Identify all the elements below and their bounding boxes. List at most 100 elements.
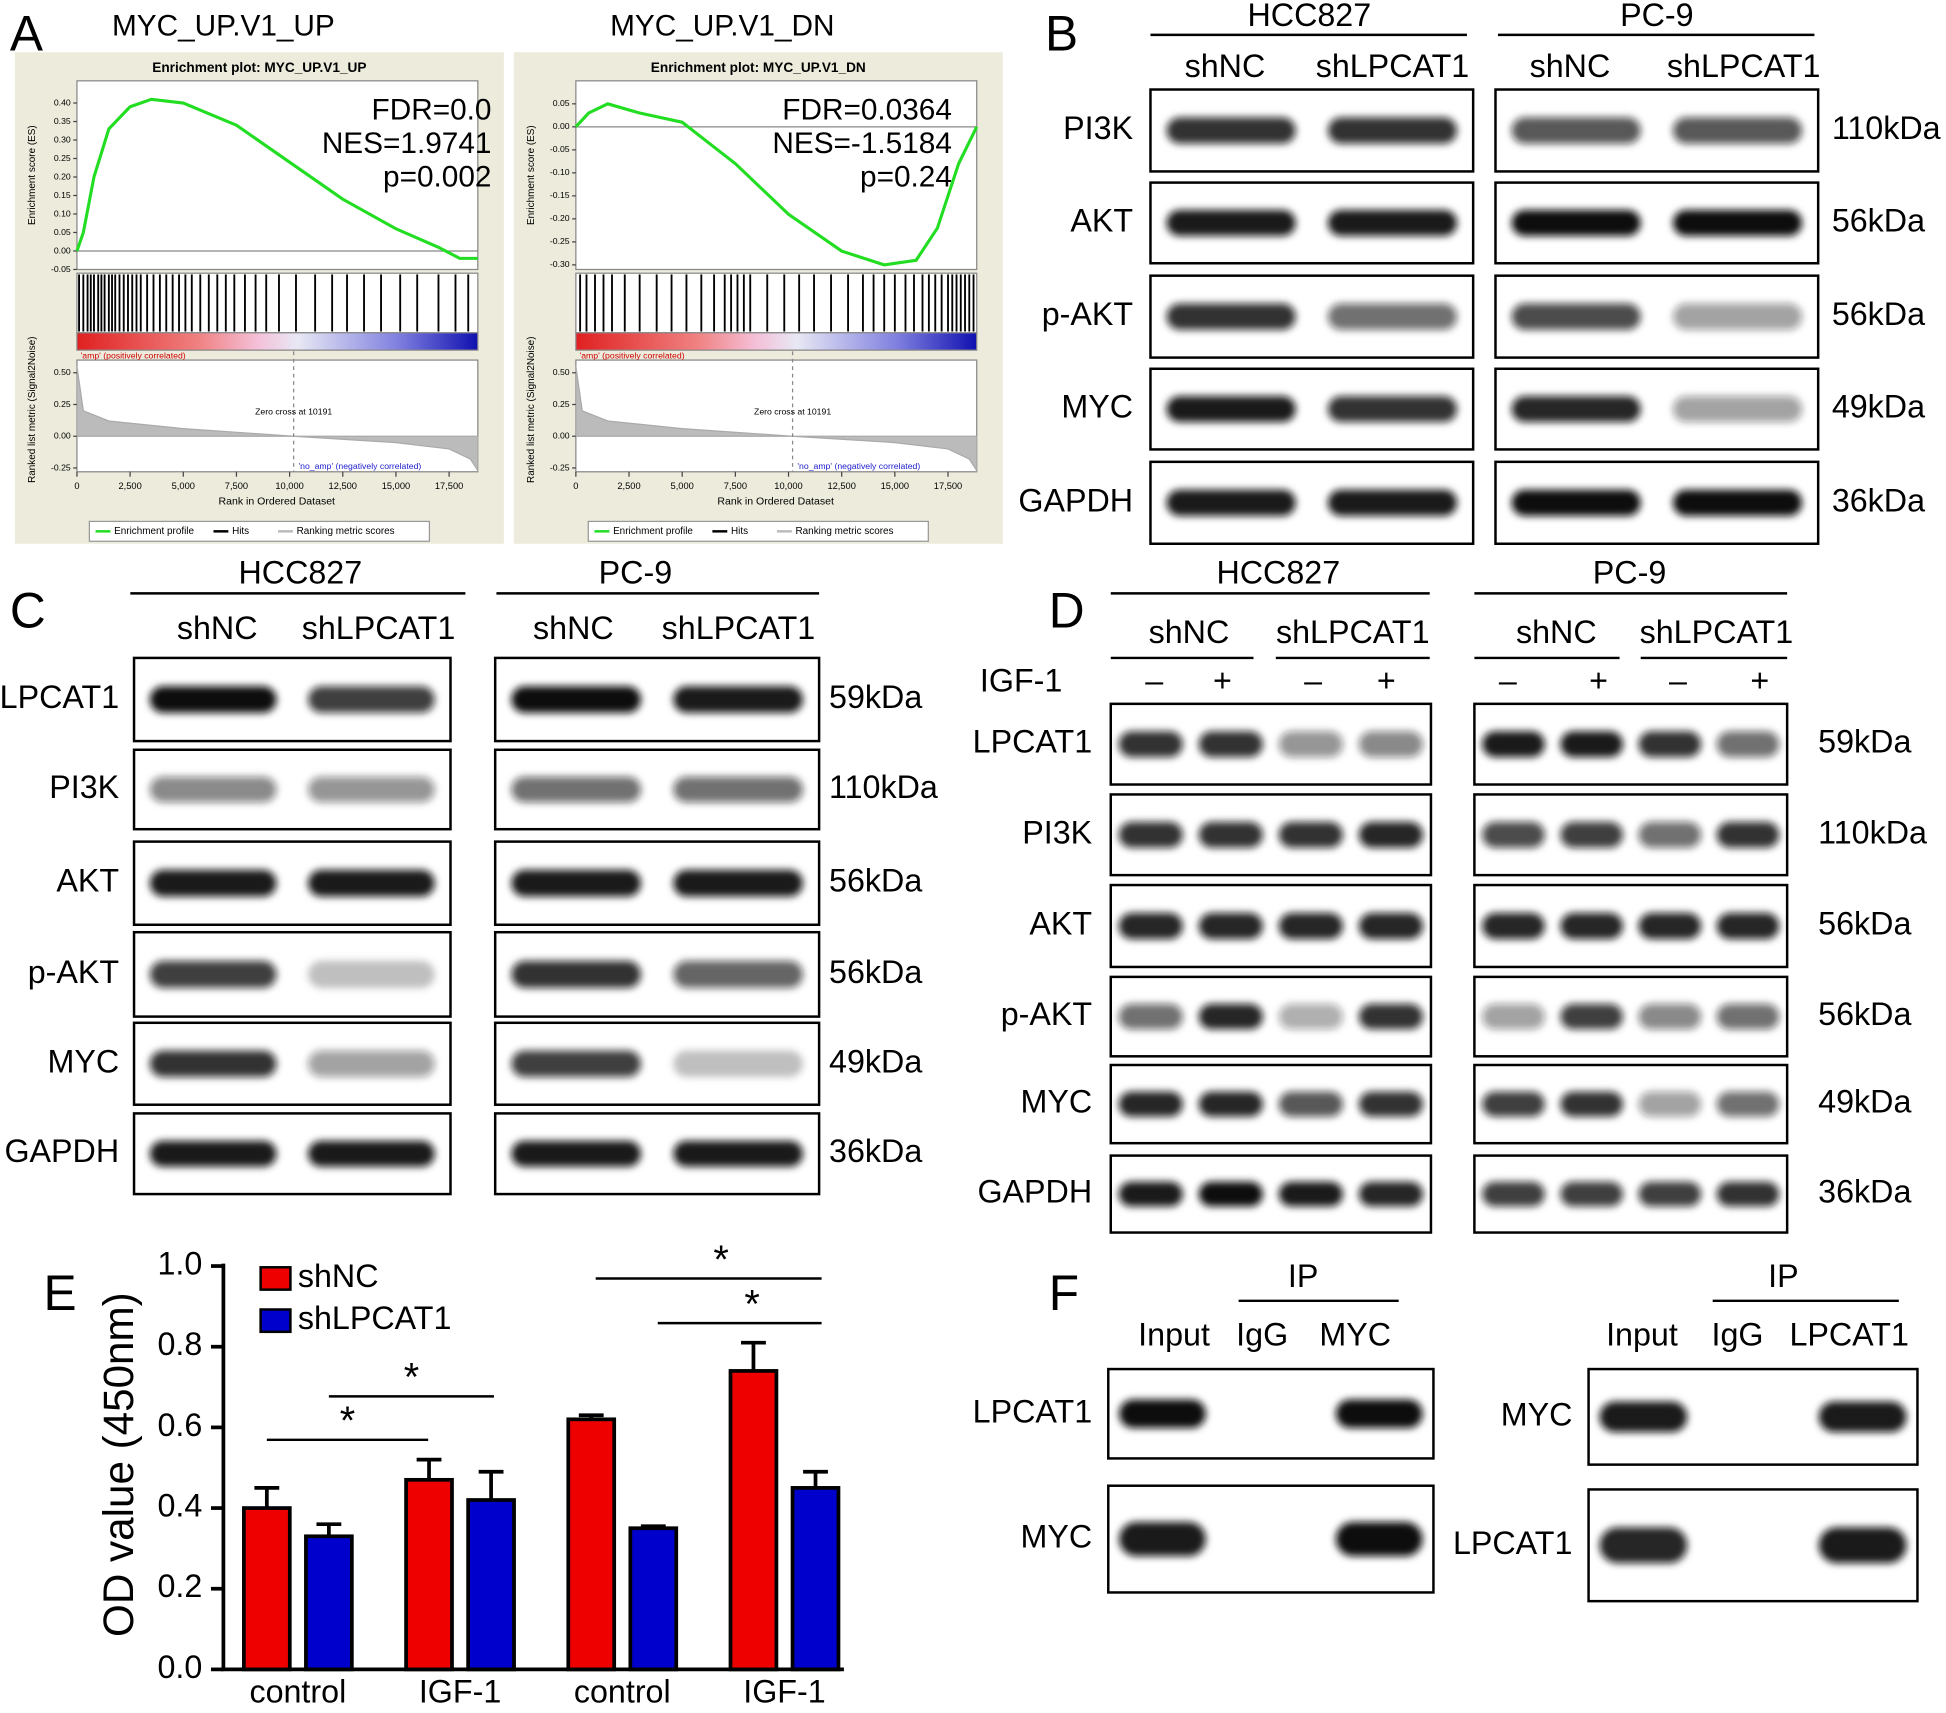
row-label: GAPDH bbox=[977, 1174, 1092, 1210]
significance-mark: * bbox=[744, 1282, 759, 1326]
legend-label: Enrichment profile bbox=[114, 526, 194, 537]
y-tick-label: 0.8 bbox=[157, 1326, 202, 1362]
band bbox=[1638, 821, 1702, 848]
cell-line: HCC827 bbox=[1216, 554, 1340, 590]
band bbox=[1482, 821, 1545, 848]
panel-label: C bbox=[10, 583, 46, 639]
error-bar bbox=[741, 1340, 766, 1371]
row-label: p-AKT bbox=[1042, 296, 1133, 332]
row-label: p-AKT bbox=[1001, 996, 1092, 1032]
column-label: shNC bbox=[533, 610, 614, 646]
band bbox=[1511, 303, 1641, 330]
band bbox=[1638, 731, 1702, 758]
row-label: p-AKT bbox=[28, 954, 119, 990]
plot-title: Enrichment plot: MYC_UP.V1_UP bbox=[152, 60, 366, 75]
row-label: LPCAT1 bbox=[1453, 1525, 1573, 1561]
band bbox=[1716, 1181, 1780, 1207]
band bbox=[308, 776, 435, 803]
band bbox=[1358, 1091, 1423, 1117]
band bbox=[511, 1050, 641, 1077]
pos-label: 'amp' (positively correlated) bbox=[81, 351, 186, 361]
band bbox=[673, 1050, 803, 1077]
size-label: 59kDa bbox=[829, 679, 922, 715]
size-label: 49kDa bbox=[829, 1043, 922, 1079]
band bbox=[1672, 396, 1803, 423]
es-tick-label: -0.10 bbox=[550, 167, 570, 177]
band bbox=[1118, 1003, 1183, 1030]
band bbox=[1335, 1399, 1423, 1429]
rank-color-bar bbox=[575, 332, 978, 351]
legend-label: Enrichment profile bbox=[613, 526, 693, 537]
es-tick-label: 0.20 bbox=[54, 171, 71, 181]
column-label: shNC bbox=[177, 610, 258, 646]
band bbox=[149, 960, 277, 988]
column-label: MYC bbox=[1319, 1316, 1391, 1352]
band bbox=[1599, 1401, 1688, 1433]
es-tick-label: 0.30 bbox=[54, 134, 71, 144]
row-label: AKT bbox=[1029, 906, 1092, 942]
column-label: shNC bbox=[1516, 614, 1597, 650]
panel-label: E bbox=[43, 1265, 76, 1321]
x-axis-label: Rank in Ordered Dataset bbox=[717, 495, 834, 507]
row-label: MYC bbox=[1020, 1519, 1092, 1555]
size-label: 56kDa bbox=[1832, 296, 1925, 332]
enrichment-profile bbox=[75, 97, 478, 260]
es-tick-label: -0.05 bbox=[51, 264, 71, 274]
band bbox=[1638, 912, 1702, 940]
es-axis-label: Enrichment score (ES) bbox=[526, 125, 537, 225]
metric-tick-label: 0.25 bbox=[54, 399, 71, 409]
x-tick-label: 2,500 bbox=[118, 481, 141, 491]
stat-text: p=0.002 bbox=[383, 161, 491, 194]
treatment-sign: + bbox=[1377, 662, 1396, 698]
es-tick-label: 0.40 bbox=[54, 97, 71, 107]
size-label: 110kDa bbox=[1832, 110, 1941, 146]
x-tick-label: 15,000 bbox=[382, 481, 410, 491]
band bbox=[308, 1050, 435, 1077]
band bbox=[1358, 912, 1423, 940]
treatment-sign: + bbox=[1750, 662, 1769, 698]
es-tick-label: -0.25 bbox=[550, 236, 570, 246]
band bbox=[149, 1140, 277, 1167]
stat-text: FDR=0.0 bbox=[372, 94, 492, 127]
band bbox=[1511, 489, 1641, 516]
band bbox=[1198, 912, 1263, 940]
band bbox=[1118, 912, 1183, 940]
column-label: Input bbox=[1606, 1316, 1678, 1352]
column-label: LPCAT1 bbox=[1789, 1316, 1909, 1352]
band bbox=[1119, 1399, 1206, 1429]
metric-frame bbox=[575, 359, 978, 473]
band bbox=[1198, 1003, 1263, 1030]
band bbox=[1118, 1091, 1183, 1117]
column-label: Input bbox=[1138, 1316, 1210, 1352]
column-label: shLPCAT1 bbox=[1640, 614, 1794, 650]
band bbox=[1166, 210, 1296, 236]
band bbox=[308, 686, 435, 713]
row-label: MYC bbox=[1501, 1396, 1573, 1432]
band bbox=[1198, 1091, 1263, 1117]
band bbox=[1672, 117, 1803, 144]
error-bar bbox=[803, 1469, 828, 1488]
size-label: 56kDa bbox=[829, 954, 922, 990]
band bbox=[1672, 489, 1803, 516]
band bbox=[1716, 821, 1780, 848]
x-tick-label: 2,500 bbox=[617, 481, 640, 491]
treatment-sign: + bbox=[1589, 662, 1608, 698]
column-label: IgG bbox=[1712, 1316, 1764, 1352]
y-tick-label: 0.0 bbox=[157, 1649, 202, 1685]
row-label: PI3K bbox=[49, 769, 119, 805]
stat-text: NES=1.9741 bbox=[322, 127, 492, 160]
row-label: MYC bbox=[1020, 1084, 1092, 1120]
band bbox=[1358, 731, 1423, 758]
row-label: LPCAT1 bbox=[973, 724, 1093, 760]
x-tick-label: control bbox=[574, 1674, 671, 1710]
band bbox=[511, 960, 641, 988]
band bbox=[1166, 396, 1296, 423]
band bbox=[1118, 731, 1183, 758]
bar bbox=[304, 1534, 354, 1672]
row-label: MYC bbox=[47, 1043, 119, 1079]
size-label: 36kDa bbox=[829, 1133, 922, 1169]
band bbox=[1118, 821, 1183, 848]
band bbox=[308, 1140, 435, 1167]
treatment-sign: – bbox=[1499, 662, 1517, 698]
